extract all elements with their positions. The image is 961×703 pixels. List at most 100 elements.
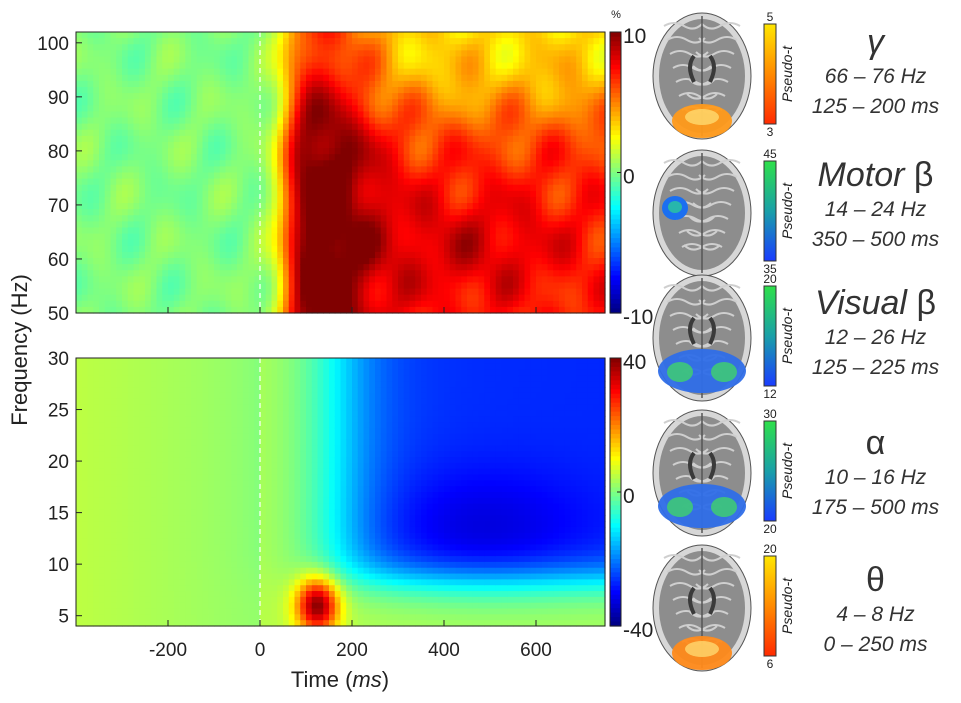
heatmap-cell xyxy=(151,111,157,118)
heatmap-cell xyxy=(421,240,427,247)
heatmap-cell xyxy=(507,154,513,161)
heatmap-cell xyxy=(145,197,151,204)
heatmap-cell xyxy=(398,124,404,131)
heatmap-cell xyxy=(519,32,525,39)
heatmap-cell xyxy=(88,562,94,568)
heatmap-cell xyxy=(484,105,490,112)
heatmap-cell xyxy=(565,234,571,241)
heatmap-cell xyxy=(122,434,128,440)
heatmap-cell xyxy=(490,270,496,277)
heatmap-cell xyxy=(76,136,82,143)
heatmap-cell xyxy=(398,118,404,125)
heatmap-cell xyxy=(174,99,180,106)
heatmap-cell xyxy=(335,136,341,143)
heatmap-cell xyxy=(490,166,496,173)
heatmap-cell xyxy=(128,603,134,609)
heatmap-cell xyxy=(82,124,88,131)
heatmap-cell xyxy=(358,295,364,302)
heatmap-cell xyxy=(381,75,387,82)
heatmap-cell xyxy=(525,209,531,216)
heatmap-cell xyxy=(191,118,197,125)
heatmap-cell xyxy=(513,203,519,210)
heatmap-cell xyxy=(507,105,513,112)
heatmap-cell xyxy=(134,375,140,381)
heatmap-cell xyxy=(145,603,151,609)
heatmap-cell xyxy=(157,416,163,422)
heatmap-cell xyxy=(139,69,145,76)
heatmap-cell xyxy=(111,124,117,131)
heatmap-cell xyxy=(145,370,151,376)
heatmap-cell xyxy=(283,295,289,302)
heatmap-cell xyxy=(467,136,473,143)
heatmap-cell xyxy=(392,289,398,296)
heatmap-cell xyxy=(387,258,393,265)
heatmap-cell xyxy=(410,50,416,57)
heatmap-cell xyxy=(116,63,122,70)
heatmap-cell xyxy=(392,301,398,308)
heatmap-cell xyxy=(427,234,433,241)
heatmap-cell xyxy=(456,295,462,302)
heatmap-cell xyxy=(168,185,174,192)
heatmap-cell xyxy=(461,105,467,112)
heatmap-cell xyxy=(214,227,220,234)
heatmap-cell xyxy=(346,160,352,167)
heatmap-cell xyxy=(341,191,347,198)
heatmap-cell xyxy=(93,87,99,94)
colorbar-segment xyxy=(610,299,621,304)
heatmap-cell xyxy=(576,252,582,259)
heatmap-cell xyxy=(151,609,157,615)
heatmap-cell xyxy=(467,99,473,106)
heatmap-cell xyxy=(272,160,278,167)
heatmap-cell xyxy=(214,69,220,76)
heatmap-cell xyxy=(145,301,151,308)
heatmap-cell xyxy=(335,148,341,155)
heatmap-cell xyxy=(145,509,151,515)
heatmap-cell xyxy=(116,221,122,228)
heatmap-cell xyxy=(479,87,485,94)
heatmap-cell xyxy=(145,276,151,283)
heatmap-cell xyxy=(341,160,347,167)
heatmap-cell xyxy=(88,240,94,247)
heatmap-cell xyxy=(318,264,324,271)
heatmap-cell xyxy=(571,221,577,228)
heatmap-cell xyxy=(116,574,122,580)
heatmap-cell xyxy=(128,614,134,620)
heatmap-cell xyxy=(180,32,186,39)
heatmap-cell xyxy=(576,191,582,198)
colorbar-segment xyxy=(610,182,621,187)
heatmap-cell xyxy=(82,118,88,125)
heatmap-cell xyxy=(525,136,531,143)
heatmap-cell xyxy=(231,246,237,253)
heatmap-cell xyxy=(214,81,220,88)
heatmap-cell xyxy=(231,44,237,51)
heatmap-cell xyxy=(352,191,358,198)
heatmap-cell xyxy=(116,568,122,574)
heatmap-cell xyxy=(203,160,209,167)
heatmap-cell xyxy=(496,258,502,265)
heatmap-cell xyxy=(484,32,490,39)
heatmap-cell xyxy=(323,240,329,247)
heatmap-cell xyxy=(162,148,168,155)
heatmap-cell xyxy=(93,475,99,481)
heatmap-cell xyxy=(122,264,128,271)
heatmap-cell xyxy=(323,227,329,234)
heatmap-cell xyxy=(548,130,554,137)
heatmap-cell xyxy=(392,124,398,131)
heatmap-cell xyxy=(576,270,582,277)
heatmap-cell xyxy=(329,258,335,265)
heatmap-cell xyxy=(375,258,381,265)
heatmap-cell xyxy=(323,234,329,241)
heatmap-cell xyxy=(427,258,433,265)
heatmap-cell xyxy=(582,301,588,308)
heatmap-cell xyxy=(134,295,140,302)
heatmap-cell xyxy=(145,410,151,416)
heatmap-cell xyxy=(203,44,209,51)
heatmap-cell xyxy=(260,93,266,100)
heatmap-cell xyxy=(479,130,485,137)
heatmap-cell xyxy=(536,270,542,277)
heatmap-cell xyxy=(266,99,272,106)
heatmap-cell xyxy=(387,93,393,100)
heatmap-cell xyxy=(467,240,473,247)
heatmap-cell xyxy=(139,515,145,521)
